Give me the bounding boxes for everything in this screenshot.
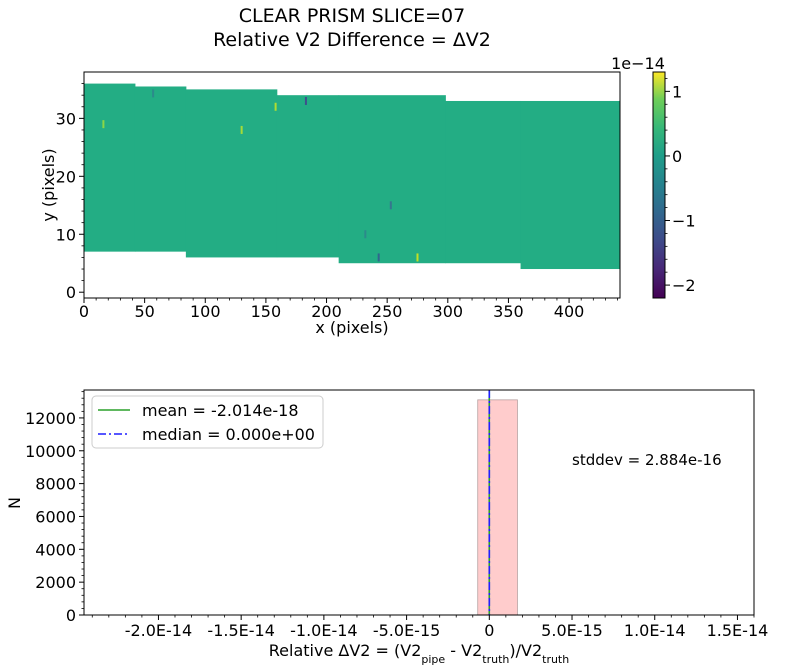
image-segment-5 xyxy=(445,100,522,264)
figure-title-line1: CLEAR PRISM SLICE=07 xyxy=(239,5,465,27)
image-y-tick-label-2: 20 xyxy=(56,167,76,186)
image-x-axis-label: x (pixels) xyxy=(315,318,388,337)
image-y-axis-label: y (pixels) xyxy=(39,148,58,221)
outlier-pixel-4 xyxy=(240,125,243,134)
colorbar-tick-label-2: −1 xyxy=(672,212,696,231)
histogram-y-tick-label-4: 8000 xyxy=(35,475,76,494)
histogram-bars xyxy=(477,399,518,616)
outlier-pixel-2 xyxy=(274,102,277,111)
histogram-y-tick-label-5: 10000 xyxy=(25,442,76,461)
colorbar-offset-label: 1e−14 xyxy=(611,54,665,73)
image-y-tick-label-1: 10 xyxy=(56,225,76,244)
image-x-tick-label-1: 50 xyxy=(134,302,154,321)
histogram-y-axis-label: N xyxy=(5,497,24,509)
histogram-x-tick-label-0: -2.0E-14 xyxy=(125,621,192,640)
histogram-y-tick-label-3: 6000 xyxy=(35,507,76,526)
image-segment-1 xyxy=(134,86,187,252)
image-plot-frame xyxy=(83,71,621,299)
image-x-tick-label-2: 100 xyxy=(190,302,221,321)
legend-median-label: median = 0.000e+00 xyxy=(142,425,315,444)
histogram-y-tick-label-0: 0 xyxy=(66,606,76,625)
image-x-tick-label-6: 300 xyxy=(433,302,464,321)
histogram-y-tick-label-1: 2000 xyxy=(35,573,76,592)
xlabel-part-2: - V2 xyxy=(445,641,482,660)
histogram-x-tick-label-3: -5.0E-15 xyxy=(373,621,440,640)
image-segment-2 xyxy=(185,89,278,258)
colorbar-tick-label-0: 1 xyxy=(672,82,682,101)
histogram-bar-0 xyxy=(477,399,518,616)
histogram-x-tick-label-6: 1.0E-14 xyxy=(624,621,686,640)
histogram-y-tick-label-2: 4000 xyxy=(35,540,76,559)
colorbar-gradient xyxy=(652,71,666,299)
image-x-tick-label-8: 400 xyxy=(554,302,585,321)
outlier-pixel-5 xyxy=(389,201,392,210)
xlabel-subscript-pipe: pipe xyxy=(421,653,445,666)
histogram-x-axis-label: Relative ΔV2 = (V2pipe - V2truth)/V2trut… xyxy=(269,641,569,666)
colorbar-tick-label-1: 0 xyxy=(672,147,682,166)
outlier-pixel-7 xyxy=(377,253,380,262)
image-plot: 0 50 100 150 200 250 300 350 400 0 10 20 30 x (pixe… xyxy=(39,71,621,337)
histogram-x-axis: -2.0E-14 -1.5E-14 -1.0E-14 -5.0E-15 0 5.0E-15… xyxy=(91,615,769,640)
outlier-pixel-8 xyxy=(416,253,419,262)
histogram-legend: mean = -2.014e-18 median = 0.000e+00 xyxy=(91,395,324,449)
image-segment-6 xyxy=(520,100,621,270)
image-x-tick-label-3: 150 xyxy=(251,302,282,321)
histogram-y-axis: 0 2000 4000 6000 8000 10000 12000 xyxy=(25,391,84,625)
image-y-tick-label-3: 30 xyxy=(56,109,76,128)
image-data-region xyxy=(84,83,621,270)
outlier-pixel-3 xyxy=(102,120,105,129)
colorbar-tick-label-3: −2 xyxy=(672,276,696,295)
colorbar: 1 0 −1 −2 1e−14 xyxy=(611,54,696,299)
histogram-x-tick-label-1: -1.5E-14 xyxy=(207,621,274,640)
legend-box xyxy=(91,395,324,449)
histogram-frame xyxy=(83,389,755,616)
image-outlier-pixels xyxy=(102,89,419,262)
histogram-x-tick-label-5: 5.0E-15 xyxy=(541,621,603,640)
image-x-tick-label-7: 350 xyxy=(493,302,524,321)
histogram-y-tick-label-6: 12000 xyxy=(25,409,76,428)
outlier-pixel-1 xyxy=(304,96,307,105)
figure-title-line2: Relative V2 Difference = ΔV2 xyxy=(213,29,491,51)
xlabel-subscript-truth-2: truth xyxy=(542,653,569,666)
xlabel-part-3: )/V2 xyxy=(509,641,542,660)
histogram-x-tick-label-7: 1.5E-14 xyxy=(707,621,769,640)
legend-mean-label: mean = -2.014e-18 xyxy=(142,401,299,420)
xlabel-part-1: Relative ΔV2 = (V2 xyxy=(269,641,422,660)
image-x-tick-label-4: 200 xyxy=(311,302,342,321)
image-y-tick-label-0: 0 xyxy=(66,283,76,302)
image-segment-0 xyxy=(84,83,136,252)
histogram-x-tick-label-4: 0 xyxy=(484,621,494,640)
xlabel-subscript-truth: truth xyxy=(482,653,509,666)
image-x-tick-label-0: 0 xyxy=(79,302,89,321)
stddev-annotation: stddev = 2.884e-16 xyxy=(572,451,722,469)
histogram-plot: -2.0E-14 -1.5E-14 -1.0E-14 -5.0E-15 0 5.0E-15… xyxy=(5,389,769,666)
image-segment-3 xyxy=(276,95,340,258)
outlier-pixel-6 xyxy=(364,230,367,239)
histogram-x-tick-label-2: -1.0E-14 xyxy=(290,621,357,640)
colorbar-ticks: 1 0 −1 −2 xyxy=(665,78,696,295)
image-y-axis: 0 10 20 30 xyxy=(56,83,84,302)
image-x-tick-label-5: 250 xyxy=(372,302,403,321)
image-x-axis: 0 50 100 150 200 250 300 350 400 xyxy=(79,298,618,321)
image-segment-4 xyxy=(338,95,446,264)
outlier-pixel-0 xyxy=(152,89,155,98)
